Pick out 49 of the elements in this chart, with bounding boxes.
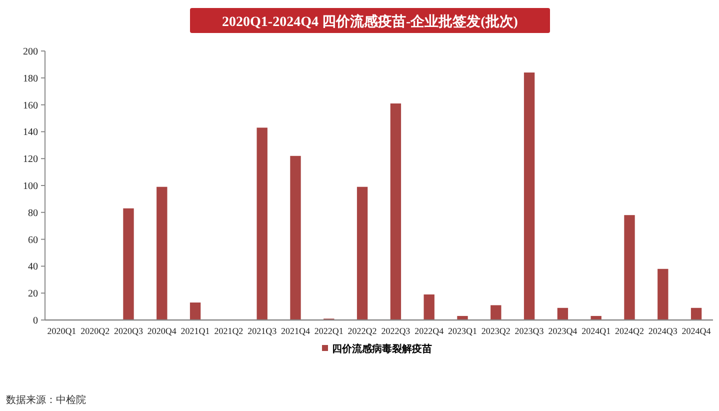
x-tick-label: 2023Q2 bbox=[481, 326, 510, 336]
y-tick-label: 80 bbox=[28, 208, 38, 219]
x-tick-label: 2020Q3 bbox=[114, 326, 144, 336]
x-tick-label: 2020Q1 bbox=[47, 326, 76, 336]
x-tick-label: 2020Q4 bbox=[147, 326, 177, 336]
x-tick-label: 2024Q2 bbox=[615, 326, 644, 336]
y-tick-label: 180 bbox=[23, 73, 38, 84]
y-tick-label: 140 bbox=[23, 127, 38, 138]
bar bbox=[156, 186, 168, 320]
y-tick-label: 0 bbox=[33, 316, 38, 326]
y-tick-label: 40 bbox=[28, 262, 38, 273]
bar bbox=[624, 215, 635, 320]
x-tick-label: 2022Q3 bbox=[381, 326, 411, 336]
x-tick-label: 2021Q3 bbox=[248, 326, 278, 336]
bar bbox=[424, 294, 434, 320]
x-tick-label: 2022Q2 bbox=[348, 326, 377, 336]
bar bbox=[256, 128, 268, 320]
bar bbox=[658, 268, 668, 320]
x-tick-label: 2022Q4 bbox=[414, 326, 444, 336]
x-tick-label: 2024Q3 bbox=[648, 326, 678, 336]
x-tick-label: 2020Q2 bbox=[80, 326, 110, 336]
x-tick-label: 2021Q1 bbox=[180, 326, 210, 336]
bar bbox=[690, 308, 702, 320]
x-tick-label: 2024Q1 bbox=[582, 326, 611, 336]
x-tick-label: 2022Q1 bbox=[314, 326, 344, 336]
x-tick-label: 2021Q4 bbox=[281, 326, 310, 336]
legend-label: 四价流感病毒裂解疫苗 bbox=[332, 343, 432, 355]
y-tick-label: 200 bbox=[23, 46, 38, 58]
chart-title: 2020Q1-2024Q4 四价流感疫苗-企业批签发(批次) bbox=[222, 13, 518, 30]
x-tick-label: 2024Q4 bbox=[682, 326, 712, 336]
x-tick-label: 2023Q4 bbox=[548, 326, 578, 336]
bar bbox=[190, 302, 201, 320]
legend: 四价流感病毒裂解疫苗 bbox=[322, 344, 432, 355]
source-note: 数据来源：中检院 bbox=[6, 394, 86, 406]
x-tick-label: 2023Q3 bbox=[514, 326, 544, 336]
bar bbox=[490, 305, 502, 320]
bar bbox=[356, 186, 368, 320]
x-tick-label: 2021Q2 bbox=[214, 326, 244, 336]
bar bbox=[123, 208, 134, 320]
y-tick-label: 60 bbox=[28, 234, 38, 246]
y-tick-label: 100 bbox=[23, 181, 38, 192]
bar bbox=[390, 103, 402, 320]
y-tick-label: 120 bbox=[23, 154, 38, 166]
x-tick-label: 2023Q1 bbox=[448, 326, 477, 336]
y-tick-label: 20 bbox=[28, 288, 38, 300]
bar bbox=[557, 308, 568, 320]
y-tick-label: 160 bbox=[23, 100, 38, 112]
bar bbox=[290, 156, 301, 320]
bar bbox=[524, 72, 535, 320]
